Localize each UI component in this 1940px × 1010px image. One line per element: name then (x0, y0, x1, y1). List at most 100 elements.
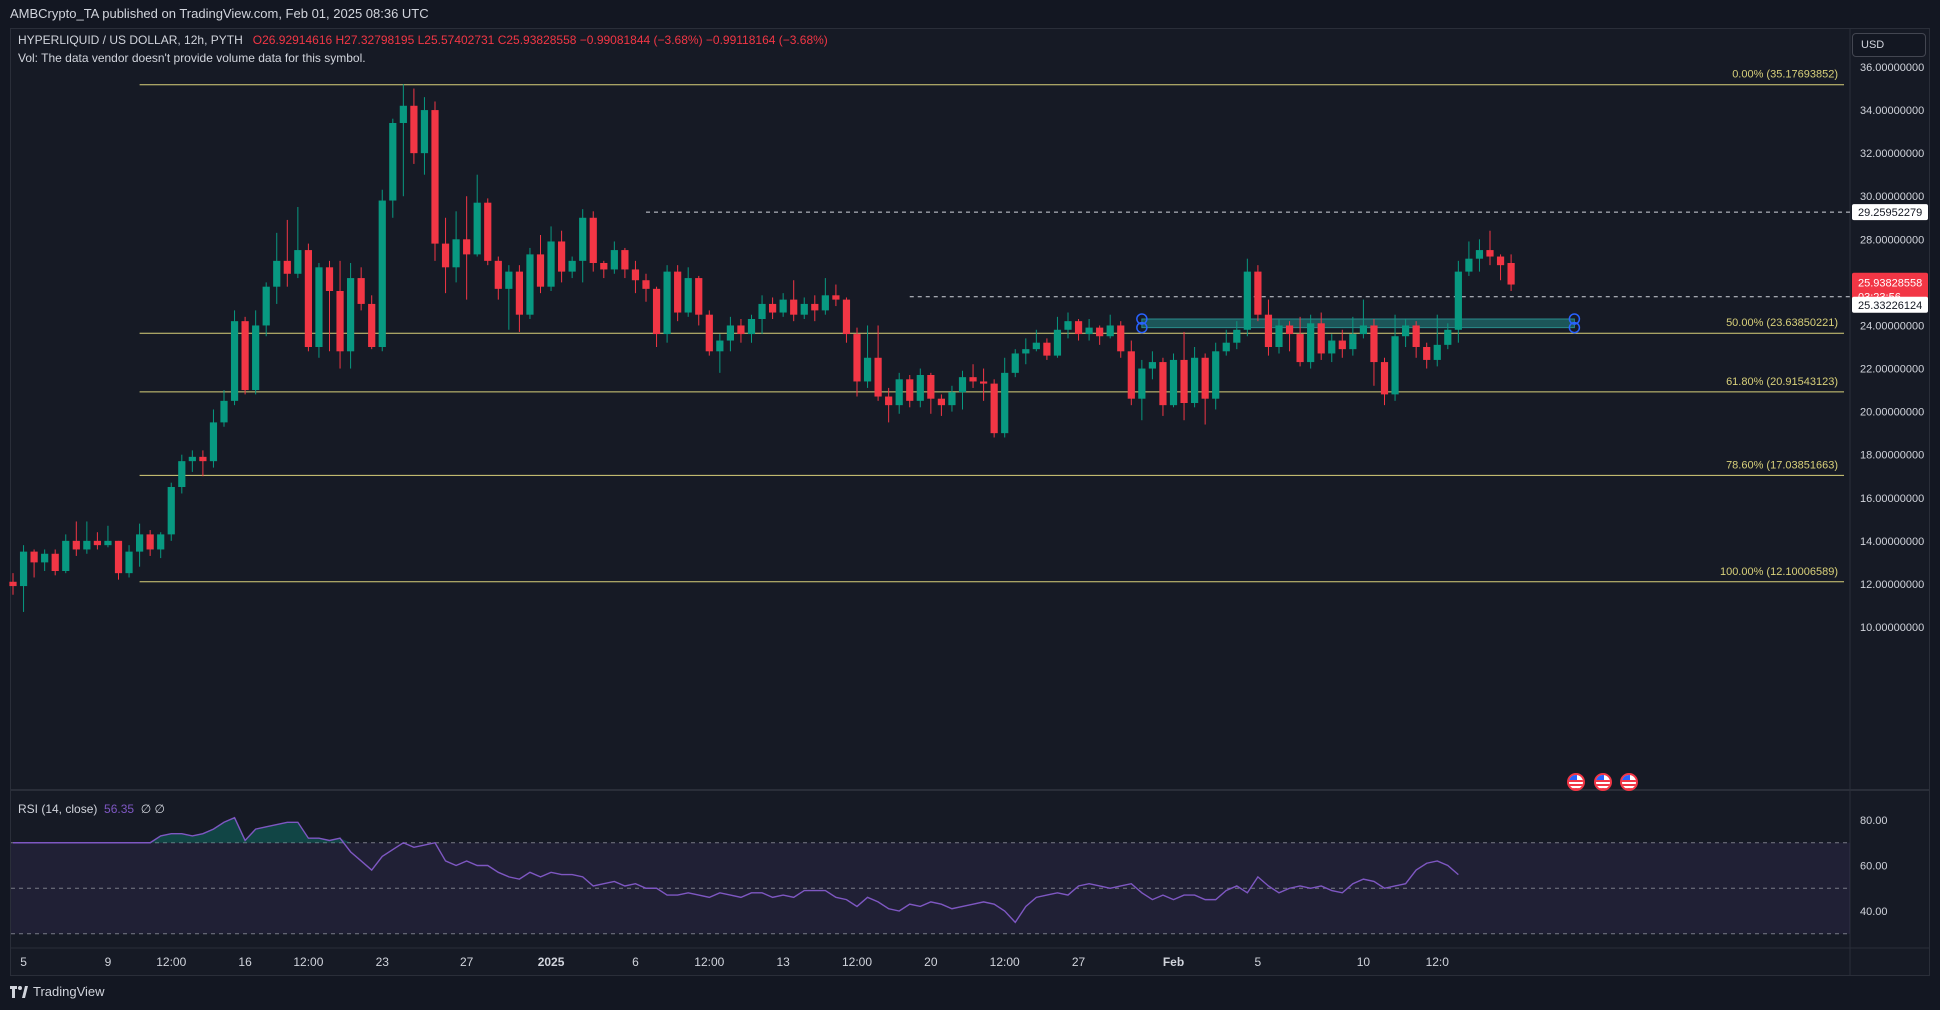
candle-body (948, 392, 956, 406)
candle (937, 394, 945, 416)
candle-body (1127, 351, 1135, 399)
rsi-label: RSI (14, close) (18, 802, 98, 816)
price-chart[interactable]: 10.00000000 12.00000000 14.00000000 16.0000… (0, 0, 1940, 976)
rsi-extra: ∅ ∅ (140, 802, 165, 816)
candle-body (304, 250, 312, 347)
x-tick-label: 12:00 (990, 955, 1020, 969)
candle-body (842, 299, 851, 335)
candle-body (389, 123, 397, 201)
candle-body (1307, 323, 1315, 363)
x-tick-label: 16 (238, 955, 252, 969)
us-flag-event-icon[interactable] (1620, 773, 1638, 791)
candle-body (93, 540, 101, 546)
candle-body (51, 553, 59, 571)
chart-frame[interactable] (10, 28, 1930, 976)
rsi-legend[interactable]: RSI (14, close) 56.35 ∅ ∅ (18, 802, 165, 816)
candle (1328, 334, 1336, 363)
published-header: AMBCrypto_TA published on TradingView.co… (0, 0, 1940, 28)
candle (325, 260, 334, 352)
candle-body (494, 260, 502, 289)
candle-body (315, 267, 323, 347)
candle (515, 265, 523, 332)
candle (874, 325, 882, 401)
candle (9, 573, 17, 595)
candle-body (209, 422, 218, 462)
candle-body (1159, 362, 1167, 406)
candle-body (515, 271, 523, 315)
candle-body (863, 357, 872, 382)
candle-body (1001, 372, 1009, 434)
x-tick-label: 20 (924, 955, 938, 969)
candle (621, 247, 629, 279)
candle (1444, 323, 1452, 350)
candle (1138, 359, 1146, 421)
candle (1106, 314, 1114, 339)
candle-body (1032, 342, 1040, 350)
candle-body (769, 303, 777, 313)
candle (283, 219, 291, 287)
candle-body (1475, 250, 1484, 259)
candle-body (41, 553, 49, 563)
candle (1159, 357, 1167, 416)
candle-body (188, 456, 196, 462)
candle-body (1285, 325, 1294, 335)
currency-button[interactable]: USD (1852, 33, 1926, 57)
candle (188, 450, 196, 472)
candle-body (568, 260, 576, 272)
x-tick-label: 5 (1255, 955, 1262, 969)
candle-body (1296, 334, 1304, 363)
candle-body (136, 534, 144, 552)
candle-body (273, 260, 281, 287)
candle (230, 310, 239, 406)
candle (1212, 342, 1220, 410)
candle-body (610, 250, 618, 270)
candle (589, 211, 597, 272)
candle-body (832, 295, 840, 300)
candle (431, 101, 439, 261)
x-tick-label: 2025 (538, 955, 565, 969)
tradingview-logo-text: TradingView (33, 984, 105, 999)
candle-body (368, 303, 376, 347)
ohlc-open: O26.92914616 (252, 33, 333, 47)
candle (1380, 357, 1389, 406)
candle-body (1465, 258, 1473, 272)
x-tick-label: 12:00 (293, 955, 323, 969)
candle (83, 521, 91, 554)
candle-body (199, 456, 207, 462)
candle-body (558, 241, 566, 272)
y-tick-label: 16.00000000 (1860, 493, 1924, 505)
candle (684, 267, 692, 317)
candle-body (220, 400, 228, 423)
fib-level-label: 0.00% (35.17693852) (1732, 69, 1838, 81)
candle-body (579, 217, 587, 261)
candle-body (230, 321, 239, 401)
us-flag-event-icon[interactable] (1594, 773, 1612, 791)
candle (1148, 351, 1156, 380)
candle (1117, 321, 1125, 358)
candle (304, 243, 312, 352)
y-tick-label: 24.00000000 (1860, 320, 1924, 332)
candle-body (885, 396, 893, 406)
candle (1338, 329, 1346, 358)
candle (1201, 353, 1209, 425)
tradingview-logo[interactable]: TradingView (10, 984, 105, 999)
ohlc-close: C25.93828558 (497, 33, 577, 47)
us-flag-event-icon[interactable] (1567, 773, 1585, 791)
candle (1349, 316, 1357, 356)
candle (51, 549, 59, 576)
candle (241, 316, 249, 395)
zone-handle (1568, 321, 1581, 334)
candle (747, 314, 756, 343)
candle-body (1254, 271, 1262, 315)
candle-body (536, 254, 545, 287)
candle-body (399, 105, 407, 123)
candle (410, 88, 418, 164)
candle (969, 364, 977, 388)
zone-handle (1136, 321, 1148, 334)
x-tick-label: 6 (632, 955, 639, 969)
candle (1254, 265, 1262, 322)
candle (769, 297, 777, 319)
candle-body (800, 303, 808, 315)
candle (948, 385, 956, 412)
candle (1296, 316, 1304, 367)
